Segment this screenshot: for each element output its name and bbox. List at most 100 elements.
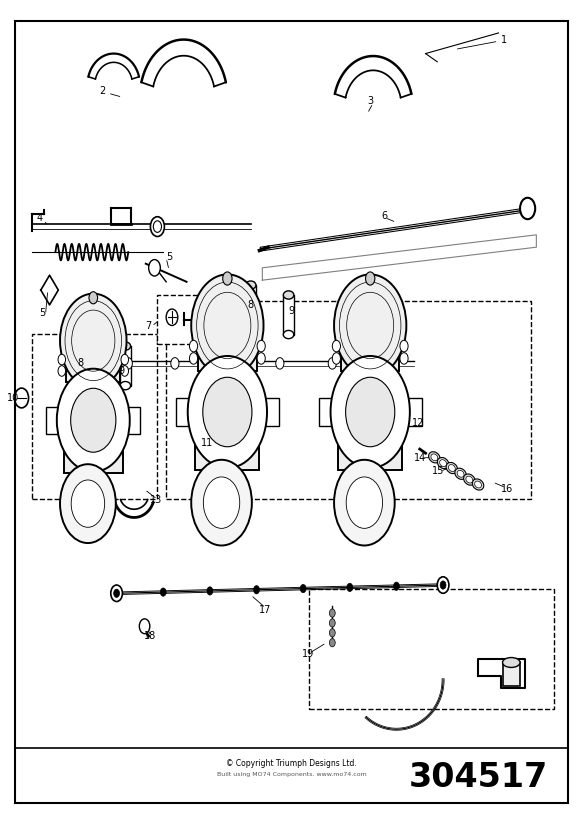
Circle shape [71,388,116,452]
Ellipse shape [472,479,484,490]
Text: 2: 2 [99,86,105,96]
Text: 8: 8 [248,300,254,310]
Text: 10: 10 [6,393,19,403]
Text: 304517: 304517 [409,761,547,794]
Circle shape [114,589,120,597]
Bar [309,589,554,709]
Circle shape [111,585,122,602]
Circle shape [60,293,127,387]
Circle shape [121,366,128,377]
Circle shape [437,577,449,593]
Bar [64,420,123,473]
Circle shape [58,354,65,365]
Circle shape [121,354,128,365]
Ellipse shape [463,474,475,485]
Bar [319,398,333,427]
Circle shape [347,583,353,592]
Bar [198,325,257,371]
Circle shape [257,353,265,364]
Ellipse shape [437,457,449,469]
Ellipse shape [455,468,466,480]
Circle shape [276,358,284,369]
Circle shape [329,639,335,647]
Bar [32,334,157,499]
Circle shape [150,217,164,236]
Circle shape [334,274,406,377]
Bar [198,325,257,371]
Circle shape [375,358,383,369]
Circle shape [257,340,265,352]
Circle shape [346,377,395,447]
Text: 7: 7 [146,321,152,331]
Ellipse shape [466,476,473,483]
Circle shape [254,586,259,594]
Text: 15: 15 [432,466,445,476]
Ellipse shape [446,462,458,474]
Circle shape [329,619,335,627]
Circle shape [166,309,178,325]
Text: 13: 13 [150,495,163,505]
Ellipse shape [82,332,93,340]
Ellipse shape [205,435,213,442]
Circle shape [203,377,252,447]
Bar [176,398,191,427]
Circle shape [15,388,29,408]
Circle shape [207,587,213,595]
Bar [245,285,256,325]
Circle shape [191,460,252,545]
Bar [264,398,279,427]
Bar [120,346,131,386]
Circle shape [89,292,97,304]
Circle shape [329,609,335,617]
Circle shape [188,356,267,468]
Circle shape [520,198,535,219]
Text: 18: 18 [144,631,157,641]
Circle shape [171,358,179,369]
Text: 5: 5 [39,308,45,318]
Circle shape [139,619,150,634]
Ellipse shape [245,321,256,329]
Circle shape [203,477,240,528]
Ellipse shape [120,382,131,390]
Ellipse shape [283,330,294,339]
Circle shape [223,358,231,369]
Ellipse shape [431,454,438,461]
Bar [283,295,294,335]
Ellipse shape [440,460,447,466]
Ellipse shape [82,372,93,380]
Text: 12: 12 [412,418,425,428]
Circle shape [331,356,410,468]
Text: 8: 8 [78,358,83,368]
Circle shape [160,588,166,597]
Bar [338,412,402,470]
Circle shape [328,358,336,369]
Bar [127,407,141,433]
Text: 9: 9 [289,307,294,316]
Bar [341,325,399,371]
Circle shape [394,582,399,590]
Bar [195,412,259,470]
Bar [46,407,59,433]
Circle shape [71,480,105,527]
Text: 16: 16 [501,485,514,494]
Circle shape [334,460,395,545]
Ellipse shape [448,465,455,471]
Bar [503,662,520,686]
Circle shape [400,340,408,352]
Circle shape [223,272,232,285]
Ellipse shape [475,481,482,488]
Circle shape [57,368,130,472]
Circle shape [300,584,306,592]
Text: 4: 4 [37,213,43,223]
Ellipse shape [283,291,294,299]
Ellipse shape [245,281,256,289]
Circle shape [189,353,198,364]
Text: 17: 17 [259,605,272,615]
Circle shape [191,274,264,377]
Circle shape [60,464,116,543]
Bar [157,295,219,344]
Circle shape [400,353,408,364]
Bar [82,336,93,376]
Bar [205,311,212,327]
Circle shape [124,358,132,369]
